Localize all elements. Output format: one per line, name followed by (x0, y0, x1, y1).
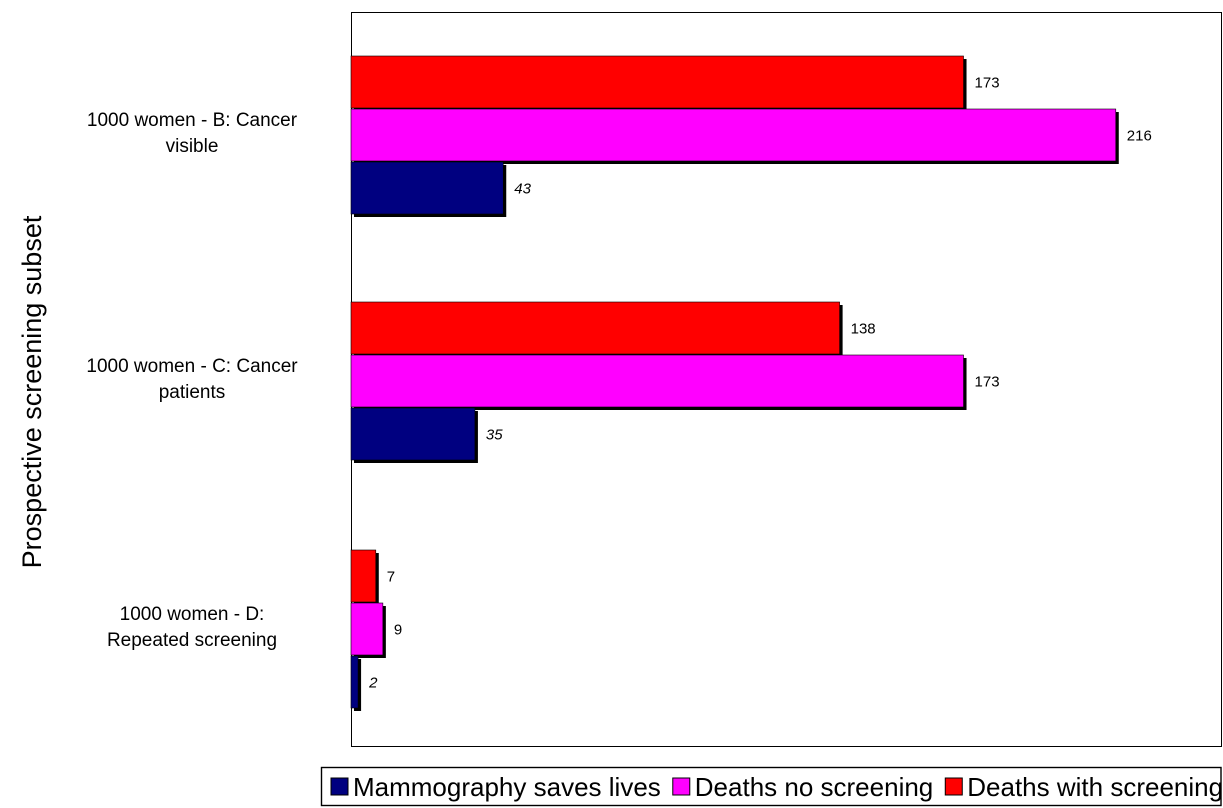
category-label: 1000 women - C: Cancer patients (86, 356, 298, 403)
legend: Mammography saves lives Deaths no screeni… (320, 766, 1223, 807)
data-label: 138 (851, 321, 876, 338)
data-label: 9 (394, 622, 402, 639)
category-label-line: visible (166, 136, 219, 157)
plot-area: 173 138 7 216 173 9 43 35 2 (350, 12, 1222, 747)
data-label: 173 (975, 75, 1000, 92)
legend-label: Mammography saves lives (353, 772, 661, 802)
bar-mammography-saves-lives (350, 655, 359, 709)
legend-swatch (330, 777, 349, 796)
legend-label: Deaths with screening (967, 772, 1223, 802)
legend-box (320, 766, 1222, 807)
category-label-line: Repeated screening (107, 630, 277, 651)
bar-deaths-with-screening (350, 301, 840, 355)
bar-deaths-with-screening (350, 549, 377, 603)
data-label: 216 (1127, 128, 1152, 145)
legend-swatch (672, 777, 691, 796)
y-axis-title: Prospective screening subset (17, 215, 47, 568)
category-label-line: 1000 women - C: Cancer (86, 356, 298, 377)
category-label: 1000 women - D: Repeated screening (107, 604, 277, 651)
bar-mammography-saves-lives (350, 161, 504, 215)
data-label: 2 (368, 675, 378, 692)
legend-swatch (944, 777, 963, 796)
bar-deaths-with-screening (350, 55, 964, 109)
data-label: 43 (514, 181, 531, 198)
data-label: 173 (975, 374, 1000, 391)
legend-label: Deaths no screening (695, 772, 933, 802)
bar-deaths-no-screening (350, 108, 1117, 162)
category-label-line: 1000 women - D: (120, 604, 265, 625)
data-label: 7 (387, 569, 395, 586)
bar-deaths-no-screening (350, 602, 384, 656)
category-label-line: patients (159, 382, 226, 403)
bar-mammography-saves-lives (350, 407, 476, 461)
bar-deaths-no-screening (350, 354, 964, 408)
category-label: 1000 women - B: Cancer visible (87, 110, 298, 157)
data-label: 35 (486, 427, 503, 444)
category-label-line: 1000 women - B: Cancer (87, 110, 298, 131)
